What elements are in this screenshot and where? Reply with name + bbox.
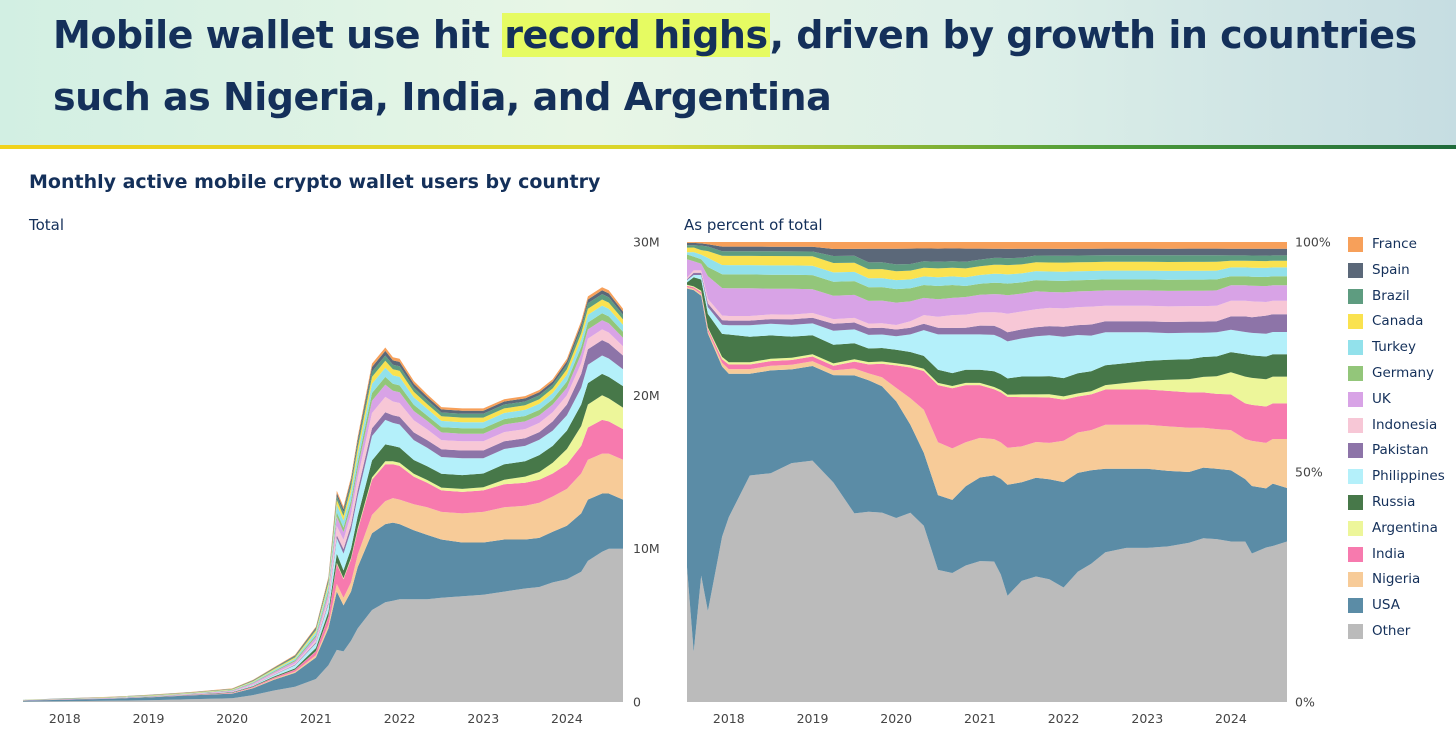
area-philippines-1 [687, 275, 1287, 379]
y-tick-label-1: 100% [1295, 235, 1331, 250]
legend-item-india[interactable]: India [1348, 544, 1456, 566]
y-tick-label-1: 50% [1295, 465, 1323, 480]
area-other-0 [23, 548, 623, 702]
area-nigeria-0 [23, 453, 623, 701]
legend-label: Nigeria [1372, 571, 1421, 588]
legend-swatch [1348, 598, 1363, 614]
total-panel-title: Total [29, 216, 65, 234]
legend-item-pakistan[interactable]: Pakistan [1348, 440, 1456, 462]
legend-label: Philippines [1372, 468, 1445, 485]
legend-swatch [1348, 391, 1363, 407]
x-tick-label-0: 2018 [49, 711, 81, 726]
legend-label: France [1372, 236, 1417, 252]
x-tick-label-1: 2021 [964, 711, 996, 726]
area-turkey-1 [687, 252, 1287, 290]
chart-subtitle: Monthly active mobile crypto wallet user… [29, 171, 601, 193]
headline-highlight: record highs [502, 13, 770, 57]
x-tick-label-0: 2019 [133, 711, 165, 726]
legend-item-usa[interactable]: USA [1348, 595, 1456, 617]
legend-label: Turkey [1372, 339, 1416, 356]
legend-label: Other [1372, 623, 1411, 639]
legend-label: Russia [1372, 494, 1416, 510]
area-canada-1 [687, 247, 1287, 281]
legend-label: Indonesia [1372, 416, 1438, 433]
area-brazil-1 [687, 245, 1287, 272]
legend-item-uk[interactable]: UK [1348, 389, 1456, 411]
area-spain-1 [687, 242, 1287, 265]
legend-item-russia[interactable]: Russia [1348, 492, 1456, 514]
x-tick-label-0: 2022 [384, 711, 416, 726]
area-uk-1 [687, 259, 1287, 325]
area-other-1 [687, 460, 1287, 702]
x-tick-label-1: 2020 [880, 711, 912, 726]
legend-label: USA [1372, 597, 1400, 614]
legend-swatch [1348, 624, 1363, 639]
legend-swatch [1348, 288, 1363, 304]
headline-text-end: , driven by growth in countries such as … [53, 13, 1417, 119]
legend-label: Argentina [1372, 519, 1438, 536]
banner-divider [0, 145, 1456, 149]
legend-swatch [1348, 469, 1363, 485]
legend-item-france[interactable]: France [1348, 234, 1456, 256]
legend-item-turkey[interactable]: Turkey [1348, 337, 1456, 359]
legend-label: Germany [1372, 365, 1435, 381]
area-usa-1 [687, 288, 1287, 652]
legend-label: Canada [1372, 313, 1424, 330]
y-tick-label-0: 0 [633, 695, 641, 710]
area-indonesia-1 [687, 270, 1287, 333]
legend-swatch [1348, 237, 1363, 252]
legend-item-nigeria[interactable]: Nigeria [1348, 569, 1456, 591]
x-tick-label-0: 2023 [467, 711, 499, 726]
legend-label: Pakistan [1372, 442, 1429, 459]
y-tick-label-0: 10M [633, 541, 660, 556]
area-germany-1 [687, 254, 1287, 303]
area-russia-1 [687, 277, 1287, 397]
legend-swatch [1348, 340, 1363, 356]
area-usa-0 [23, 493, 623, 702]
y-tick-label-0: 20M [633, 388, 660, 403]
legend-label: Spain [1372, 261, 1410, 278]
x-tick-label-1: 2022 [1048, 711, 1080, 726]
area-france-1 [687, 242, 1287, 249]
legend-swatch [1348, 314, 1363, 330]
legend-item-canada[interactable]: Canada [1348, 311, 1456, 333]
legend-swatch [1348, 366, 1363, 381]
legend-label: India [1372, 545, 1406, 562]
x-tick-label-1: 2018 [713, 711, 745, 726]
legend-label: Brazil [1372, 287, 1410, 304]
area-pakistan-1 [687, 272, 1287, 342]
x-tick-label-0: 2021 [300, 711, 332, 726]
percent-panel-title: As percent of total [684, 216, 823, 234]
legend-item-germany[interactable]: Germany [1348, 363, 1456, 385]
legend-swatch [1348, 495, 1363, 510]
legend-swatch [1348, 520, 1363, 536]
x-tick-label-1: 2023 [1131, 711, 1163, 726]
x-tick-label-0: 2020 [216, 711, 248, 726]
legend-swatch [1348, 572, 1363, 588]
y-tick-label-0: 30M [633, 235, 660, 250]
x-tick-label-1: 2024 [1215, 711, 1247, 726]
legend-item-indonesia[interactable]: Indonesia [1348, 415, 1456, 437]
legend-item-argentina[interactable]: Argentina [1348, 518, 1456, 540]
legend-item-spain[interactable]: Spain [1348, 260, 1456, 282]
area-india-1 [687, 285, 1287, 449]
legend-swatch [1348, 443, 1363, 459]
area-nigeria-1 [687, 287, 1287, 500]
legend-label: UK [1372, 390, 1391, 407]
legend-item-philippines[interactable]: Philippines [1348, 466, 1456, 488]
legend-swatch [1348, 417, 1363, 433]
x-tick-label-0: 2024 [551, 711, 583, 726]
legend-swatch [1348, 262, 1363, 278]
legend-item-brazil[interactable]: Brazil [1348, 286, 1456, 308]
x-tick-label-1: 2019 [797, 711, 829, 726]
legend-swatch [1348, 546, 1363, 562]
legend-item-other[interactable]: Other [1348, 621, 1456, 643]
headline: Mobile wallet use hit record highs, driv… [53, 4, 1433, 128]
y-tick-label-1: 0% [1295, 695, 1315, 710]
headline-text-start: Mobile wallet use hit [53, 13, 503, 57]
